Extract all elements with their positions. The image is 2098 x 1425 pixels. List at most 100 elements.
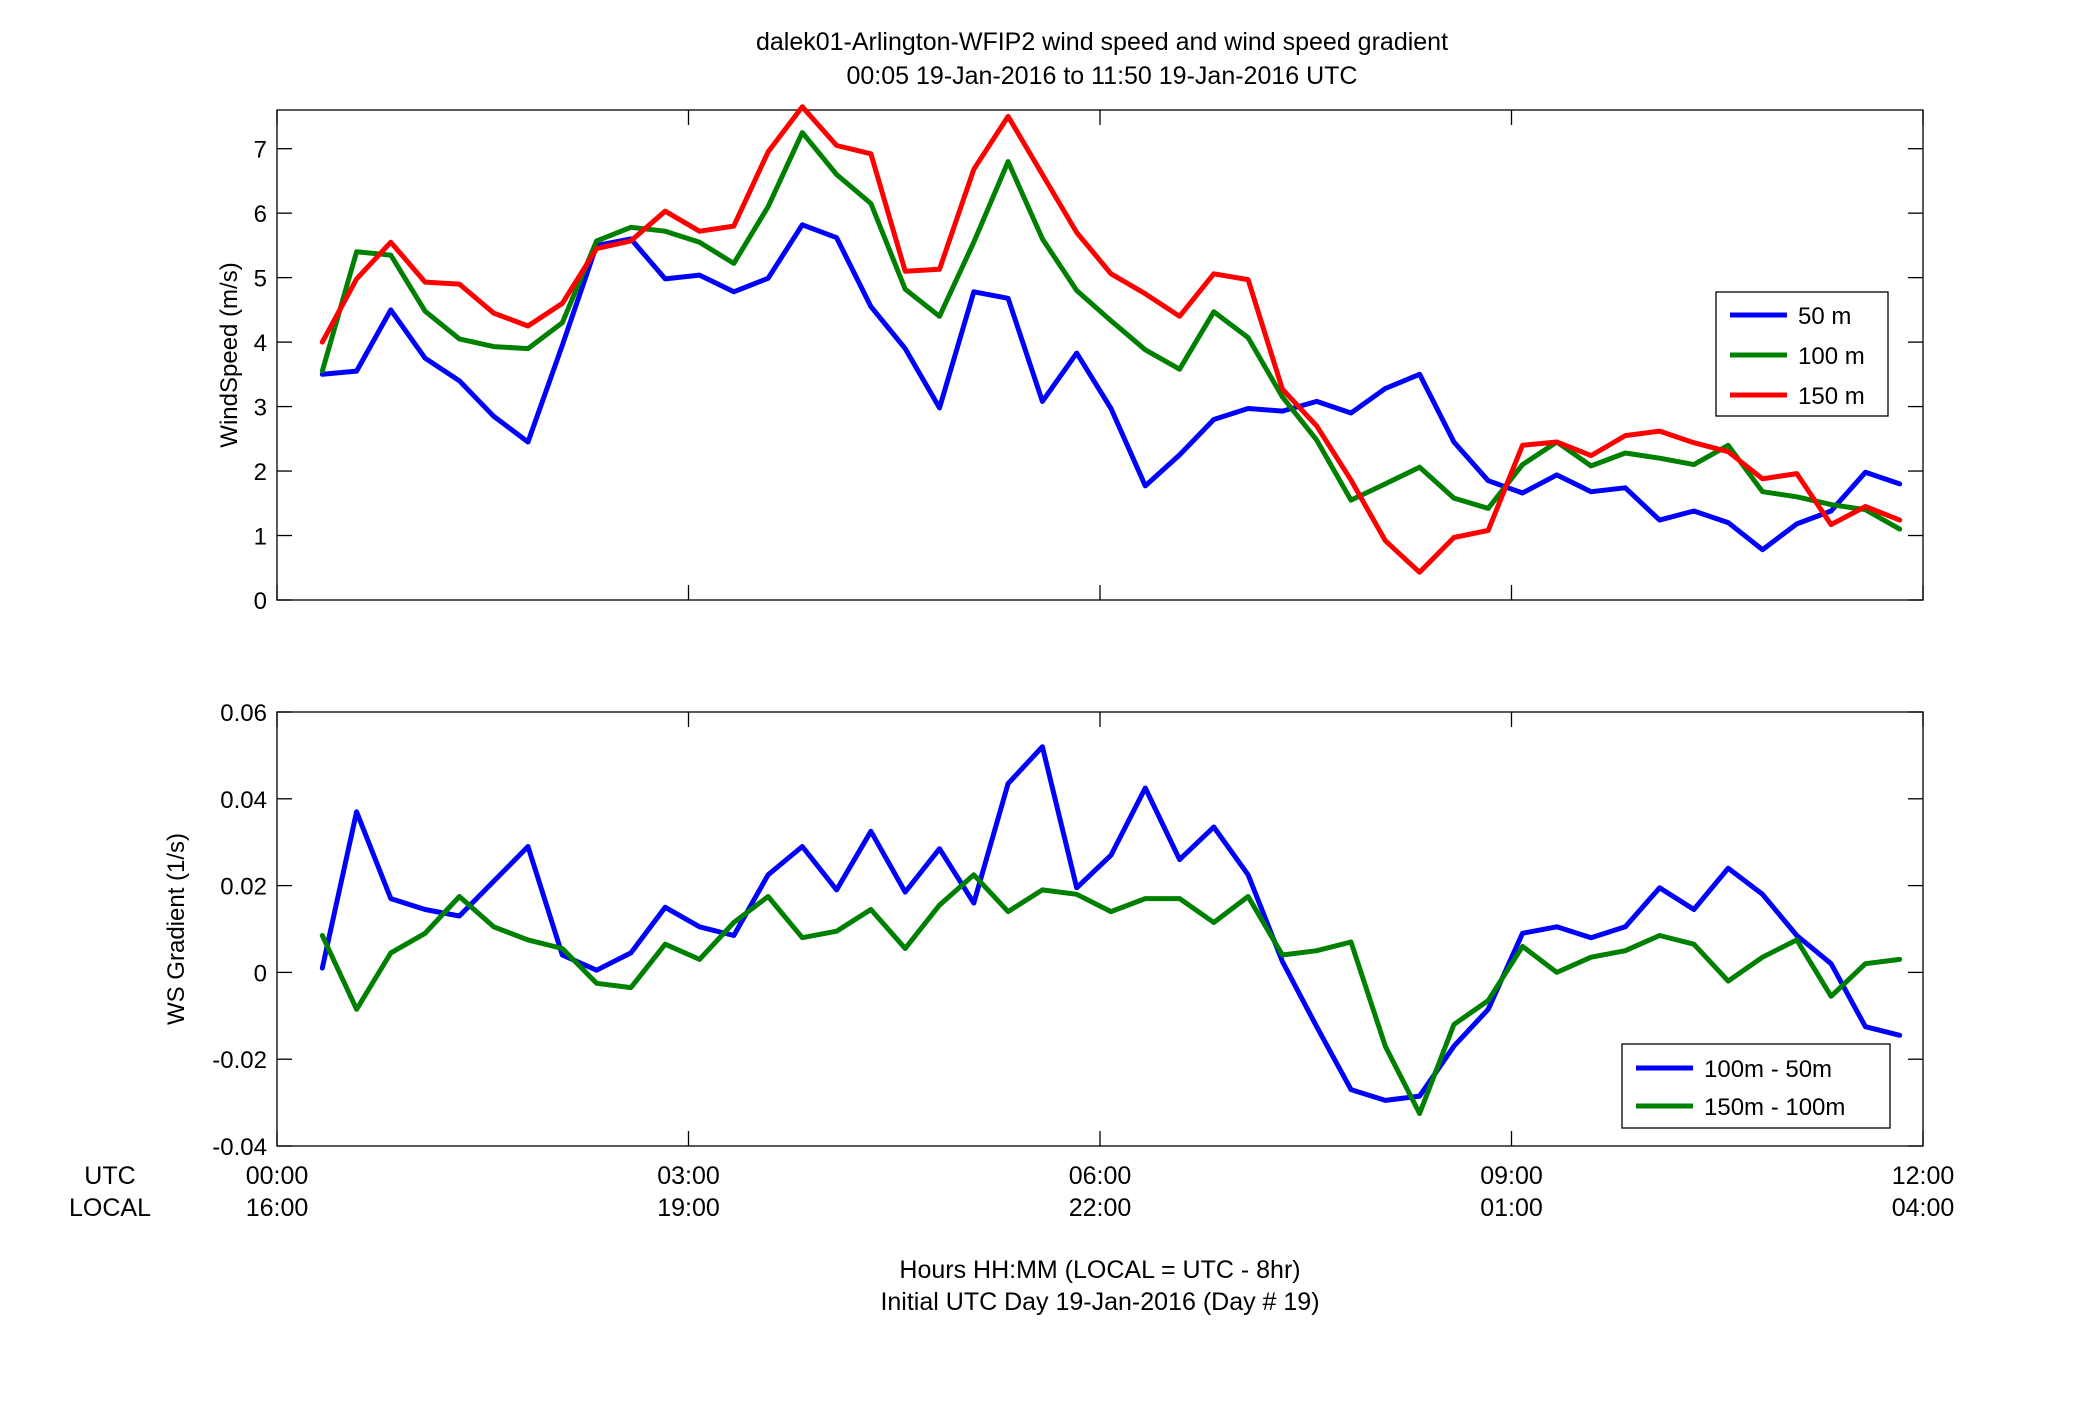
windspeed-data-point (767, 277, 769, 279)
gradient-data-point (939, 848, 940, 850)
windspeed-data-point (458, 380, 460, 382)
gradient-data-point (1179, 898, 1181, 900)
windspeed-data-point (1007, 115, 1009, 117)
gradient-data-point (1693, 943, 1695, 945)
gradient-data-point (1830, 995, 1832, 997)
windspeed-data-point (870, 306, 872, 308)
windspeed-data-point (1522, 444, 1523, 446)
windspeed-data-point (1144, 485, 1146, 487)
gradient-data-point (1213, 922, 1215, 923)
legend-150m-label: 150 m (1798, 383, 1865, 410)
gradient-data-point (1556, 971, 1558, 973)
windspeed-data-point (1316, 400, 1318, 402)
windspeed-data-point (493, 346, 495, 348)
windspeed-data-point (1144, 293, 1146, 295)
gradient-data-point (733, 922, 735, 923)
gradient-data-point (424, 909, 426, 910)
windspeed-data-point (1281, 396, 1283, 398)
gradient-data-point (1487, 1008, 1489, 1010)
windspeed-data-point (630, 226, 632, 228)
gradient-data-point (904, 948, 906, 949)
windspeed-data-point (1419, 466, 1421, 468)
windspeed-data-point (356, 278, 358, 280)
windspeed-data-point (458, 283, 460, 285)
gradient-data-point (527, 939, 529, 941)
gradient-data-point (870, 830, 872, 832)
windspeed-data-point (1041, 174, 1043, 175)
windspeed-data-point (390, 309, 392, 311)
windspeed-data-point (904, 348, 906, 350)
gradient-ytick-label: 0 (254, 960, 267, 987)
windspeed-data-point (1762, 549, 1763, 551)
windspeed-series (319, 104, 1903, 575)
gradient-data-point (973, 902, 975, 904)
gradient-data-point (1590, 937, 1592, 939)
windspeed-data-point (1864, 471, 1866, 473)
gradient-data-point (1727, 980, 1729, 982)
gradient-axis-ticks: -0.04 -0.02 0 0.02 0.04 0.06 (212, 700, 1924, 1161)
windspeed-data-point (1727, 451, 1729, 453)
gradient-panel: -0.04 -0.02 0 0.02 0.04 0.06 WS Gradient (1/s… (163, 700, 1924, 1161)
windspeed-data-point (1830, 524, 1832, 526)
windspeed-data-point (1247, 408, 1249, 409)
gradient-data-point (1316, 1026, 1318, 1028)
gradient-data-point (1076, 887, 1078, 889)
windspeed-data-point (699, 230, 700, 232)
gradient-data-point (1316, 950, 1318, 952)
gradient-legend[interactable]: 100m - 50m 150m - 100m (1621, 1043, 1891, 1129)
windspeed-data-point (1316, 425, 1318, 427)
gradient-data-point (356, 1008, 358, 1010)
windspeed-data-point (1727, 522, 1729, 524)
gradient-data-point (1624, 950, 1626, 952)
windspeed-data-point (1316, 439, 1318, 441)
gradient-data-point (1487, 1000, 1489, 1002)
windspeed-data-point (733, 225, 735, 227)
windspeed-data-point (836, 145, 838, 146)
windspeed-data-point (973, 241, 975, 243)
gradient-data-point (1179, 859, 1181, 861)
gradient-data-point (1144, 898, 1146, 900)
windspeed-data-point (1213, 419, 1215, 420)
gradient-data-point (1247, 896, 1249, 897)
gradient-ytick-label: 0.04 (220, 787, 267, 814)
gradient-data-point (1281, 961, 1283, 962)
windspeed-legend[interactable]: 50 m 100 m 150 m (1715, 291, 1889, 417)
legend-150m-100m-label: 150m - 100m (1704, 1094, 1845, 1121)
windspeed-data-point (1110, 320, 1112, 322)
windspeed-data-point (939, 268, 940, 270)
windspeed-data-point (904, 270, 906, 272)
windspeed-data-point (1076, 352, 1078, 354)
windspeed-data-point (1487, 507, 1489, 509)
utc-tick-label: 09:00 (1480, 1162, 1543, 1190)
gradient-data-point (1076, 893, 1078, 895)
windspeed-data-point (870, 203, 872, 204)
windspeed-data-point (596, 248, 598, 250)
windspeed-data-point (561, 344, 563, 346)
windspeed-data-point (1522, 492, 1523, 494)
gradient-data-point (801, 846, 803, 847)
gradient-data-point (1830, 963, 1832, 965)
gradient-ytick-label: 0.06 (220, 700, 267, 727)
gradient-data-point (1453, 1045, 1455, 1047)
windspeed-data-point (1213, 273, 1215, 275)
windspeed-data-point (664, 230, 666, 232)
gradient-data-point (699, 926, 700, 928)
windspeed-data-point (561, 322, 563, 324)
windspeed-data-point (356, 370, 358, 372)
gradient-data-point (630, 987, 632, 989)
windspeed-data-point (424, 357, 426, 359)
gradient-data-point (356, 811, 358, 813)
windspeed-data-point (733, 262, 735, 264)
gradient-data-point (1864, 1026, 1866, 1028)
gradient-data-point (458, 915, 460, 917)
gradient-data-point (321, 935, 323, 936)
gradient-data-point (1796, 939, 1798, 941)
windspeed-data-point (1762, 491, 1763, 493)
gradient-data-point (1727, 867, 1729, 869)
windspeed-data-point (1556, 474, 1558, 476)
windspeed-data-point (1899, 483, 1901, 485)
windspeed-data-point (733, 291, 735, 293)
gradient-data-point (767, 896, 769, 897)
gradient-data-point (1624, 926, 1626, 928)
windspeed-data-point (1487, 529, 1489, 531)
